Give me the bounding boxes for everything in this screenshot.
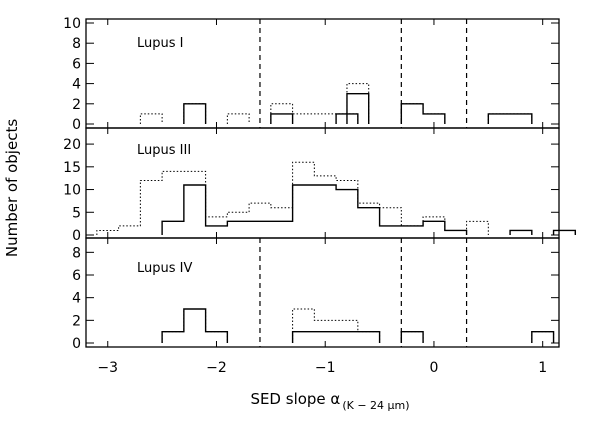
y-tick-label: 8	[72, 36, 81, 52]
y-tick-label: 8	[72, 245, 81, 261]
y-tick-label: 0	[72, 117, 81, 133]
panel-label: Lupus I	[137, 36, 183, 51]
y-tick-label: 10	[63, 16, 81, 32]
y-tick-label: 4	[72, 291, 81, 307]
panel-frame	[85, 237, 560, 348]
panel-label: Lupus III	[137, 143, 191, 158]
x-axis-label-sub: (K − 24 μm)	[342, 399, 409, 412]
x-tick-label: −2	[206, 360, 227, 376]
y-tick-label: 6	[72, 56, 81, 72]
panel-2: 0 5 10 15 20 Lupus III	[63, 127, 577, 244]
x-tick-label: −3	[97, 360, 118, 376]
histogram-solid	[183, 93, 533, 124]
panels-layer: 0 2 4 6 8 10 Lupus I 0 5 10 15 20 Lupus III 0 2 4 6 8 Lupu…	[63, 16, 577, 352]
panel-3: 0 2 4 6 8 Lupus IV	[72, 237, 560, 352]
y-tick-label: 5	[72, 205, 81, 221]
x-axis-label: SED slope α (K − 24 μm)	[250, 390, 409, 412]
panel-1: 0 2 4 6 8 10 Lupus I	[63, 16, 560, 133]
y-tick-label: 6	[72, 268, 81, 284]
x-tick-label: 0	[429, 360, 438, 376]
y-tick-label: 15	[63, 160, 81, 176]
panel-label: Lupus IV	[137, 261, 192, 276]
y-tick-label: 10	[63, 183, 81, 199]
y-tick-label: 2	[72, 97, 81, 113]
y-tick-label: 0	[72, 336, 81, 352]
y-tick-label: 4	[72, 77, 81, 93]
x-axis-label-main: SED slope α	[250, 390, 340, 408]
x-tick-label: 1	[538, 360, 547, 376]
histogram-solid	[161, 308, 555, 343]
histogram-solid	[161, 184, 577, 235]
y-tick-label: 0	[72, 228, 81, 244]
histogram-dotted	[161, 308, 555, 343]
x-tick-label: −1	[315, 360, 336, 376]
y-tick-label: 2	[72, 313, 81, 329]
histogram-dotted	[96, 161, 576, 235]
x-axis: −3 −2 −1 0 1	[97, 360, 547, 376]
y-tick-label: 20	[63, 137, 81, 153]
y-axis-label: Number of objects	[3, 119, 21, 257]
